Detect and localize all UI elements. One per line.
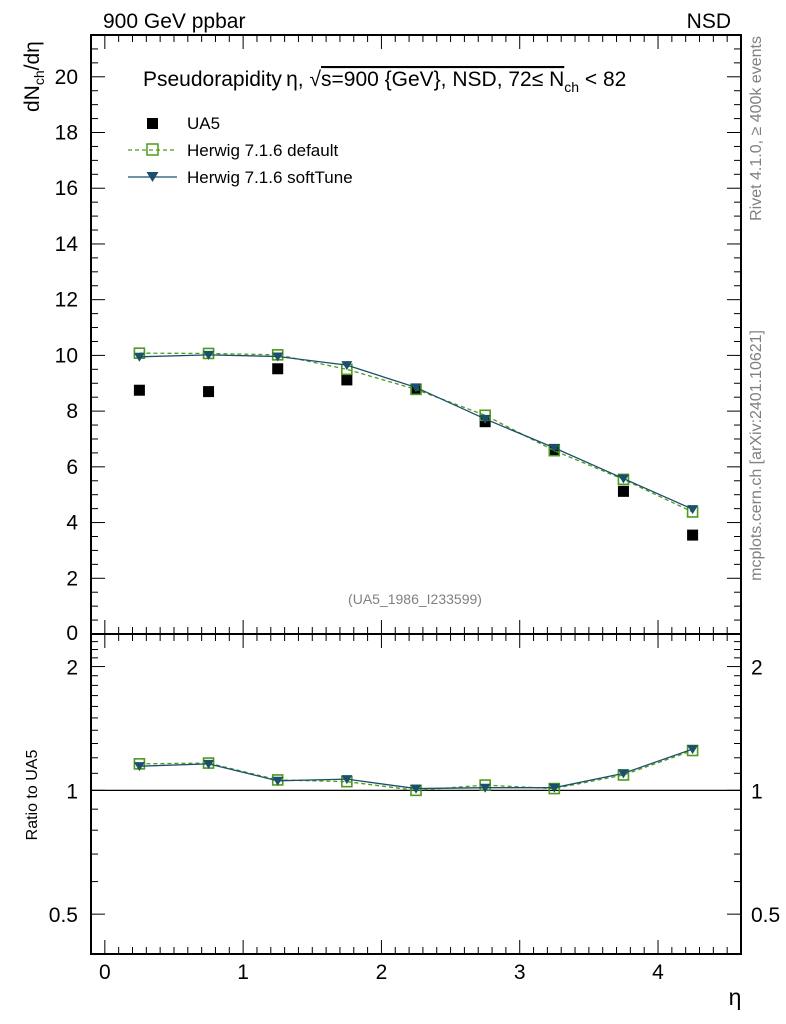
header-right: NSD: [687, 10, 731, 33]
chart-title: Pseudorapidity η, √s=900 {GeV}, NSD, 72≤…: [143, 68, 626, 95]
xtick-label: 0: [99, 961, 111, 984]
softtune-point: [272, 352, 284, 362]
softtune-point: [617, 474, 629, 484]
main-y-zero-label: 0: [66, 622, 78, 645]
ua5-point: [133, 384, 145, 396]
ratio-ytick-label-right: 0.5: [751, 904, 780, 927]
ratio-softtune-point: [617, 769, 629, 779]
ratio-softtune-point: [479, 783, 491, 793]
ratio-default-line: [139, 749, 693, 792]
xtick-label: 2: [376, 961, 388, 984]
legend-ua5-label: UA5: [187, 114, 220, 133]
main-ytick-label: 6: [66, 456, 78, 479]
ratio-ytick-label-right: 2: [751, 657, 763, 680]
main-ytick-label: 8: [66, 400, 78, 423]
xtick-label: 4: [652, 961, 664, 984]
ratio-softtune-point: [410, 784, 422, 794]
ratio-softtune-point: [341, 775, 353, 785]
ratio-ytick-label: 1: [66, 780, 78, 803]
mcplots-label: mcplots.cern.ch [arXiv:2401.10621]: [748, 330, 765, 581]
ratio-ytick-label-right: 1: [751, 780, 763, 803]
default-point: [617, 473, 630, 486]
xtick-label: 3: [514, 961, 526, 984]
analysis-watermark: (UA5_1986_I233599): [348, 591, 482, 607]
legend: UA5 Herwig 7.1.6 default Herwig 7.1.6 so…: [128, 114, 353, 187]
softtune-point: [687, 505, 699, 515]
xtick-label: 1: [237, 961, 249, 984]
x-axis-title: η: [729, 984, 742, 1010]
ratio-softtune-point: [548, 783, 560, 793]
main-ytick-label: 14: [55, 233, 79, 256]
main-panel: 2 4 6 8 10 12 14 16 18 20 0 dNch/dη Pseudorapidit…: [21, 34, 742, 645]
softtune-point: [548, 443, 560, 453]
main-ytick-label: 20: [55, 66, 78, 89]
ratio-softtune-point: [133, 762, 145, 772]
softtune-point: [341, 361, 353, 371]
ratio-softtune-line: [139, 748, 693, 790]
ua5-point: [617, 485, 629, 497]
softtune-point: [203, 350, 215, 360]
ua5-point: [203, 386, 215, 398]
softtune-point: [410, 383, 422, 393]
ratio-softtune-point: [272, 776, 284, 786]
default-line: [139, 352, 693, 513]
ratio-ytick-label: 2: [66, 657, 78, 680]
main-ytick-label: 16: [55, 177, 78, 200]
ratio-softtune-point: [687, 745, 699, 755]
y-axis-title: dNch/dη: [21, 41, 47, 112]
ratio-default-point: [548, 782, 561, 795]
main-ytick-label: 12: [55, 289, 78, 312]
ratio-ytick-label: 0.5: [49, 904, 78, 927]
ratio-softtune-point: [203, 759, 215, 769]
rivet-label: Rivet 4.1.0, ≥ 400k events: [748, 36, 765, 221]
header-left: 900 GeV ppbar: [103, 10, 245, 33]
legend-ua5-marker: [147, 118, 158, 129]
ratio-frame: [90, 633, 742, 955]
softtune-point: [133, 352, 145, 362]
softtune-point: [479, 414, 491, 424]
ua5-point: [687, 529, 699, 541]
main-ytick-label: 2: [66, 567, 78, 590]
main-ytick-label: 10: [55, 344, 78, 367]
legend-softtune-marker: [146, 172, 159, 182]
legend-default-marker: [146, 143, 159, 156]
legend-softtune-label: Herwig 7.1.6 softTune: [187, 168, 353, 187]
main-ytick-label: 18: [55, 122, 78, 145]
main-ytick-label: 4: [66, 512, 78, 535]
ratio-panel: 0.5 0.5 1 1 2 2 Ratio to UA5 0 1 2 3 4 η: [24, 633, 780, 1010]
ua5-point: [341, 374, 353, 386]
softtune-line: [139, 354, 693, 510]
ua5-point: [272, 363, 284, 375]
ratio-axis-title: Ratio to UA5: [24, 750, 41, 841]
legend-default-label: Herwig 7.1.6 default: [187, 141, 338, 160]
